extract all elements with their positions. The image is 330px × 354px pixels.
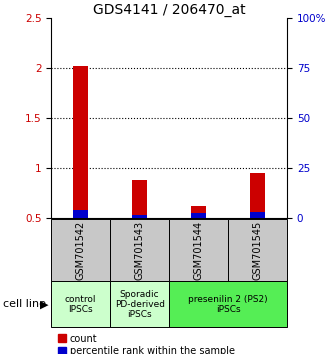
Text: GSM701542: GSM701542 — [76, 221, 86, 280]
Bar — [191, 206, 206, 218]
Bar — [132, 215, 147, 218]
Title: GDS4141 / 206470_at: GDS4141 / 206470_at — [93, 3, 246, 17]
Bar — [250, 212, 265, 218]
Bar — [250, 173, 265, 218]
Text: control
IPSCs: control IPSCs — [65, 295, 96, 314]
Text: GSM701543: GSM701543 — [135, 221, 145, 280]
Bar — [110, 219, 169, 281]
Text: presenilin 2 (PS2)
iPSCs: presenilin 2 (PS2) iPSCs — [188, 295, 268, 314]
Bar — [132, 180, 147, 218]
Text: GSM701544: GSM701544 — [194, 221, 204, 280]
Text: GSM701545: GSM701545 — [252, 221, 263, 280]
Text: ▶: ▶ — [40, 299, 49, 309]
Bar — [51, 281, 110, 327]
Text: cell line: cell line — [3, 299, 46, 309]
Bar — [73, 66, 88, 218]
Legend: count, percentile rank within the sample: count, percentile rank within the sample — [56, 332, 237, 354]
Bar — [169, 219, 228, 281]
Bar — [73, 210, 88, 218]
Bar — [110, 281, 169, 327]
Bar — [51, 219, 110, 281]
Bar — [169, 281, 287, 327]
Bar — [228, 219, 287, 281]
Bar — [191, 213, 206, 218]
Text: Sporadic
PD-derived
iPSCs: Sporadic PD-derived iPSCs — [115, 290, 165, 319]
